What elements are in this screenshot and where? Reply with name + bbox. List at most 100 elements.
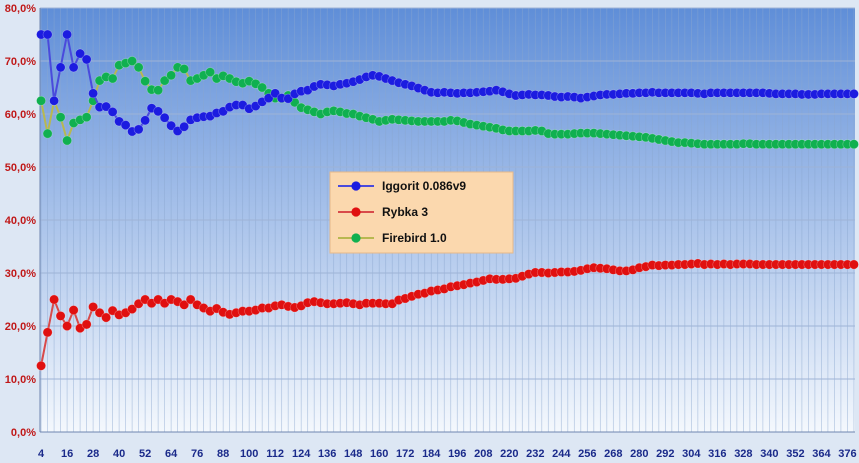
x-tick-label: 100	[240, 448, 258, 460]
x-tick-label: 280	[630, 448, 648, 460]
data-point	[42, 128, 53, 139]
data-point	[140, 76, 151, 87]
x-tick-label: 136	[318, 448, 336, 460]
data-point	[166, 70, 177, 81]
data-point	[55, 112, 66, 123]
data-point	[257, 82, 268, 93]
x-tick-label: 160	[370, 448, 388, 460]
data-point	[94, 307, 105, 318]
x-tick-label: 124	[292, 448, 311, 460]
x-tick-label: 112	[266, 448, 284, 460]
data-point	[62, 321, 72, 331]
x-tick-label: 244	[552, 448, 571, 460]
x-tick-label: 352	[786, 448, 804, 460]
series-iggorit-0-086v9	[36, 29, 859, 137]
data-point	[42, 29, 53, 40]
x-tick-label: 316	[708, 448, 726, 460]
data-point	[179, 64, 190, 74]
data-point	[75, 48, 85, 59]
x-tick-label: 364	[812, 448, 831, 460]
x-tick-label: 76	[191, 448, 203, 460]
x-tick-label: 184	[422, 448, 441, 460]
data-point	[55, 62, 66, 73]
y-tick-label: 0,0%	[11, 427, 36, 439]
legend-marker	[351, 181, 361, 191]
data-point	[263, 93, 274, 103]
x-tick-label: 40	[113, 448, 125, 460]
data-point	[133, 62, 144, 73]
data-point	[159, 75, 170, 86]
data-point	[55, 311, 66, 321]
y-tick-label: 60,0%	[5, 109, 36, 121]
x-axis: 4 16 28 40 52 64 76 88 100 112 124 136 148 160 172 184 1…	[38, 448, 857, 460]
data-point	[81, 112, 92, 123]
data-point	[218, 106, 229, 117]
x-tick-label: 172	[396, 448, 414, 460]
x-tick-label: 232	[526, 448, 544, 460]
x-tick-label: 52	[139, 448, 151, 460]
legend-label: Firebird 1.0	[382, 231, 447, 245]
data-point	[107, 305, 118, 316]
legend-label: Rybka 3	[382, 205, 428, 219]
data-point	[270, 88, 281, 99]
data-point	[849, 259, 859, 270]
data-point	[185, 294, 196, 305]
data-point	[849, 139, 859, 150]
series-firebird-1-0	[36, 56, 859, 150]
x-tick-label: 88	[217, 448, 229, 460]
data-point	[107, 106, 118, 117]
x-tick-label: 376	[838, 448, 856, 460]
data-point	[49, 294, 59, 305]
data-point	[120, 120, 131, 131]
data-point	[172, 126, 183, 136]
data-point	[140, 115, 151, 126]
data-point	[166, 120, 177, 131]
data-point	[849, 88, 859, 99]
y-tick-label: 70,0%	[5, 56, 36, 68]
data-point	[81, 319, 92, 330]
data-point	[81, 54, 92, 65]
x-tick-label: 64	[165, 448, 178, 460]
data-point	[62, 29, 72, 40]
series-rybka-3	[36, 258, 859, 371]
data-point	[68, 62, 79, 73]
x-tick-label: 268	[604, 448, 622, 460]
data-point	[88, 88, 99, 99]
y-tick-label: 80,0%	[5, 3, 36, 15]
legend-label: Iggorit 0.086v9	[382, 179, 466, 193]
y-tick-label: 40,0%	[5, 215, 36, 227]
legend-marker	[351, 207, 361, 217]
data-point	[153, 106, 164, 117]
x-tick-label: 220	[500, 448, 518, 460]
series-layer	[36, 29, 859, 371]
y-axis: 0,0% 10,0% 20,0% 30,0% 40,0% 50,0% 60,0% 70,0% 8…	[5, 3, 855, 439]
data-point	[283, 93, 294, 104]
data-point	[88, 302, 99, 312]
data-point	[127, 56, 138, 66]
x-tick-label: 340	[760, 448, 778, 460]
x-tick-label: 16	[61, 448, 73, 460]
data-point	[62, 135, 72, 146]
data-point	[179, 299, 190, 310]
x-tick-label: 28	[87, 448, 99, 460]
y-tick-label: 50,0%	[5, 162, 36, 174]
data-point	[133, 124, 144, 135]
data-point	[153, 85, 164, 96]
data-point	[133, 298, 144, 309]
legend-marker	[351, 233, 361, 243]
data-point	[127, 304, 138, 314]
data-point	[179, 121, 190, 132]
data-point	[107, 73, 118, 84]
y-tick-label: 20,0%	[5, 321, 36, 333]
data-point	[49, 95, 59, 106]
legend: Iggorit 0.086v9 Rybka 3 Firebird 1.0	[329, 171, 514, 254]
data-point	[42, 327, 53, 338]
x-tick-label: 208	[474, 448, 492, 460]
y-tick-label: 10,0%	[5, 374, 36, 386]
x-tick-label: 256	[578, 448, 596, 460]
x-tick-label: 304	[682, 448, 701, 460]
data-point	[159, 112, 170, 123]
data-point	[36, 360, 46, 371]
x-tick-label: 4	[38, 448, 45, 460]
